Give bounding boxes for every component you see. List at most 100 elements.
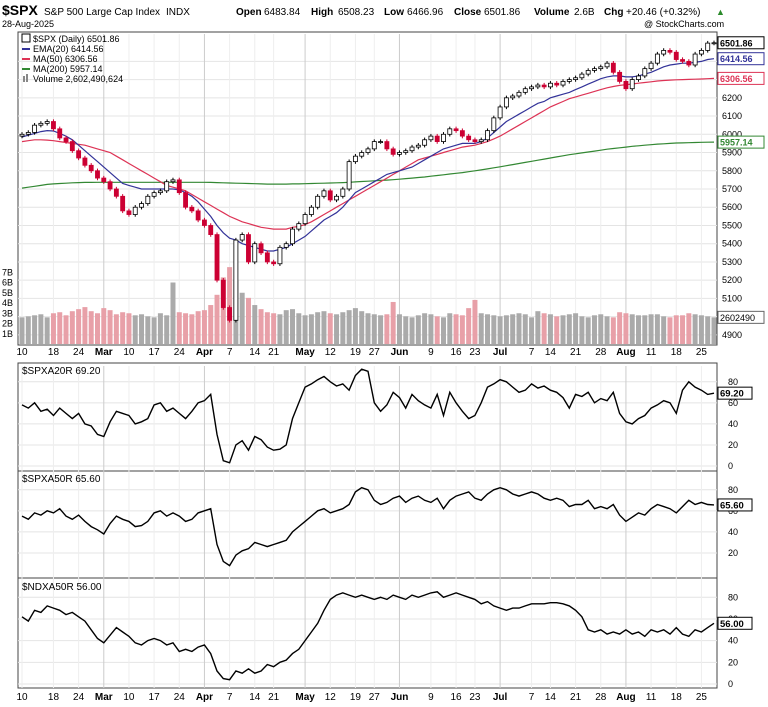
price-legend: $SPX (Daily) 6501.86 EMA(20) 6414.56 MA(… — [21, 33, 123, 84]
x-tick-label: 27 — [369, 692, 381, 703]
ema20-line — [21, 58, 715, 252]
candle-body — [32, 124, 38, 133]
candle-body — [88, 164, 94, 172]
legend-price: $SPX (Daily) 6501.86 — [33, 34, 120, 44]
volume-y-tick: 5B — [2, 288, 13, 298]
candle-body — [680, 59, 685, 62]
volume-bar — [277, 314, 283, 344]
watermark: @ StockCharts.com — [644, 19, 724, 29]
candle-body — [44, 121, 50, 124]
candle-body — [692, 53, 698, 66]
x-tick-label: Apr — [196, 692, 213, 703]
volume-bar — [145, 316, 151, 344]
x-tick-label: 27 — [369, 347, 381, 358]
indicator-y-tick: 20 — [728, 548, 738, 558]
candle-body — [283, 243, 289, 248]
indicator-y-tick: 0 — [728, 461, 733, 471]
price-y-tick: 5600 — [722, 202, 742, 212]
last-close-label-box — [717, 36, 765, 50]
candle-body — [176, 179, 182, 194]
x-tick-label: Jun — [391, 692, 409, 703]
x-tick-label: 21 — [268, 692, 280, 703]
volume-bar — [327, 313, 333, 344]
legend-ma50: MA(50) 6306.56 — [33, 54, 98, 64]
candle-body — [686, 60, 692, 66]
moving-averages — [21, 58, 715, 252]
x-tick-label: 10 — [16, 692, 28, 703]
volume-y-tick: 6B — [2, 278, 13, 288]
x-tick-label: 19 — [350, 347, 362, 358]
volume-bar — [258, 309, 264, 344]
candle-body — [491, 117, 497, 132]
volume-bar — [554, 316, 560, 344]
candle-body — [315, 195, 321, 208]
volume-bar — [535, 311, 541, 344]
x-tick-label: Jul — [493, 692, 508, 703]
volume-bar — [497, 316, 503, 344]
x-tick-label: 28 — [595, 347, 607, 358]
price-y-tick: 6200 — [722, 93, 742, 103]
x-tick-label: 23 — [469, 347, 481, 358]
volume-bar — [409, 317, 415, 344]
indicator-last-label: 65.60 — [720, 500, 744, 511]
volume-bar — [170, 282, 176, 344]
candle-body — [497, 106, 503, 119]
volume-bar — [290, 309, 296, 344]
up-arrow-icon: ▲ — [716, 7, 725, 17]
volume-bar — [711, 317, 717, 344]
candle-body — [428, 135, 434, 141]
x-tick-label: 21 — [268, 347, 280, 358]
volume-bar — [390, 301, 396, 344]
volume-bar — [94, 313, 100, 344]
volume-bar — [252, 305, 258, 344]
candle-body — [642, 68, 648, 77]
candle-body — [705, 42, 711, 51]
last-close-label: 6501.86 — [720, 38, 753, 48]
x-tick-label: 7 — [529, 692, 535, 703]
volume-bar — [680, 315, 686, 344]
volume-bar — [164, 315, 170, 344]
rsi20-panel-frame — [17, 362, 718, 472]
high-value: 6508.23 — [338, 7, 375, 18]
x-tick-label: 12 — [325, 347, 337, 358]
volume-bar — [69, 311, 75, 344]
volume-bar — [522, 314, 528, 344]
candle-body — [57, 128, 63, 139]
indicator-y-tick: 80 — [728, 592, 738, 602]
price-y-tick: 5900 — [722, 148, 742, 158]
volume-bar — [201, 310, 207, 344]
indicator-y-tick: 40 — [728, 636, 738, 646]
candle-body — [145, 195, 151, 204]
candle-body — [214, 234, 220, 281]
candle-body — [346, 161, 352, 190]
panel1-title: $SPXA20R 69.20 — [22, 366, 101, 377]
price-y-tick: 5300 — [722, 257, 742, 267]
candle-body — [403, 150, 409, 153]
price-y-tick: 5800 — [722, 166, 742, 176]
volume-bar — [604, 316, 610, 344]
volume-bar — [245, 297, 251, 344]
volume-bar — [661, 316, 667, 344]
volume-bar — [585, 317, 591, 344]
x-tick-label: 28 — [595, 692, 607, 703]
x-tick-label: Aug — [616, 692, 635, 703]
last-ma50-label: 6306.56 — [720, 74, 753, 84]
volume-bar — [189, 314, 195, 344]
candle-body — [661, 50, 667, 55]
candle-body — [422, 139, 428, 146]
candle-body — [302, 214, 308, 225]
volume-bar — [478, 313, 484, 344]
candle-body — [321, 190, 327, 197]
x-tick-label: 19 — [350, 692, 362, 703]
volume-bar — [579, 316, 585, 344]
volume-bar — [321, 311, 327, 344]
volume-bar — [428, 314, 434, 344]
volume-bar — [296, 313, 302, 344]
legend-ema20: EMA(20) 6414.56 — [33, 44, 104, 54]
candle-body — [264, 252, 270, 263]
volume-bar — [44, 317, 50, 344]
price-y-tick: 4900 — [722, 330, 742, 340]
candle-body — [654, 53, 660, 64]
legend-ma200: MA(200) 5957.14 — [33, 64, 103, 74]
candle-body — [126, 210, 132, 215]
